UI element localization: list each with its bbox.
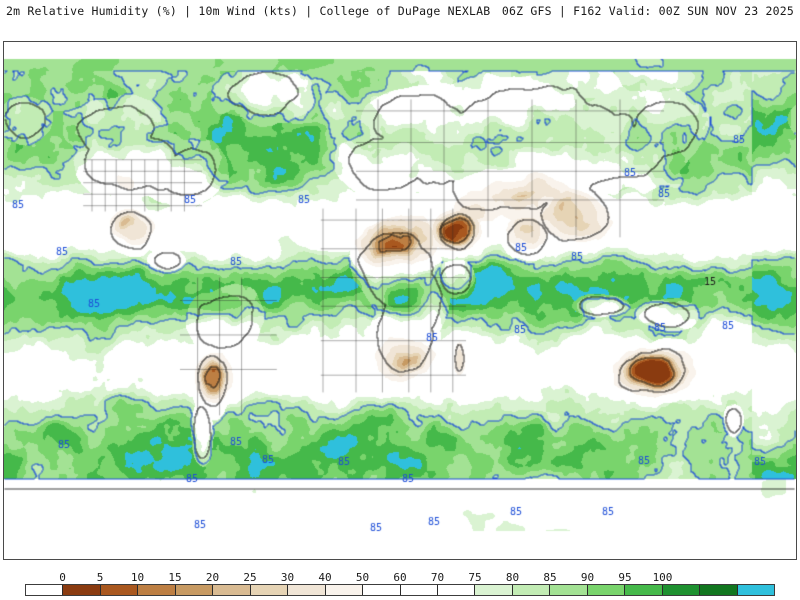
colorbar-tick-label: 10: [130, 571, 145, 584]
colorbar-swatch: [587, 585, 626, 595]
colorbar-tick-label: 95: [618, 571, 632, 584]
colorbar-swatch: [213, 585, 251, 595]
header-bar: 2m Relative Humidity (%) | 10m Wind (kts…: [0, 0, 800, 26]
colorbar-tick-label: 15: [168, 571, 182, 584]
colorbar-swatch: [662, 585, 701, 595]
colorbar-tick-label: 20: [205, 571, 220, 584]
colorbar-swatch: [400, 585, 438, 595]
colorbar-swatch: [475, 585, 513, 595]
colorbar-tick-label: 100: [652, 571, 673, 584]
colorbar-swatch: [512, 585, 551, 595]
model-run-info: 06Z GFS | F162 Valid: 00Z SUN NOV 23 202…: [501, 4, 794, 18]
colorbar-swatch: [138, 585, 176, 595]
colorbar-tick-label: 5: [96, 571, 104, 584]
colorbar-tick-label: 50: [355, 571, 370, 584]
colorbar-swatch: [288, 585, 326, 595]
colorbar-swatch: [250, 585, 289, 595]
colorbar-swatch: [437, 585, 476, 595]
colorbar-tick-label: 40: [318, 571, 332, 584]
humidity-map-canvas[interactable]: [4, 42, 796, 559]
colorbar-swatch: [363, 585, 401, 595]
map-frame[interactable]: [3, 41, 797, 560]
colorbar-swatch: [625, 585, 663, 595]
colorbar-tick-label: 70: [430, 571, 445, 584]
colorbar-tick-label: 90: [580, 571, 595, 584]
colorbar-tick-label: 30: [280, 571, 295, 584]
colorbar-swatch: [175, 585, 214, 595]
colorbar-swatch: [550, 585, 588, 595]
colorbar-tick-label: 60: [393, 571, 407, 584]
colorbar-swatch: [700, 585, 738, 595]
colorbar-tick-label: 75: [468, 571, 482, 584]
colorbar-tick-label: 0: [59, 571, 66, 584]
colorbar-tick-labels: 0 5 10 15 20 25 30 40 50 60 70 75 80 85 90 95 100: [25, 571, 775, 584]
page-title: 2m Relative Humidity (%) | 10m Wind (kts…: [6, 4, 491, 18]
colorbar-tick-label: 85: [543, 571, 557, 584]
colorbar-swatch: [325, 585, 364, 595]
colorbar[interactable]: [25, 584, 775, 596]
colorbar-tick-label: 25: [243, 571, 257, 584]
colorbar-swatch: [100, 585, 139, 595]
colorbar-tick-label: 80: [505, 571, 520, 584]
colorbar-swatch: [737, 585, 775, 595]
colorbar-swatch: [26, 585, 64, 595]
colorbar-swatch: [63, 585, 101, 595]
